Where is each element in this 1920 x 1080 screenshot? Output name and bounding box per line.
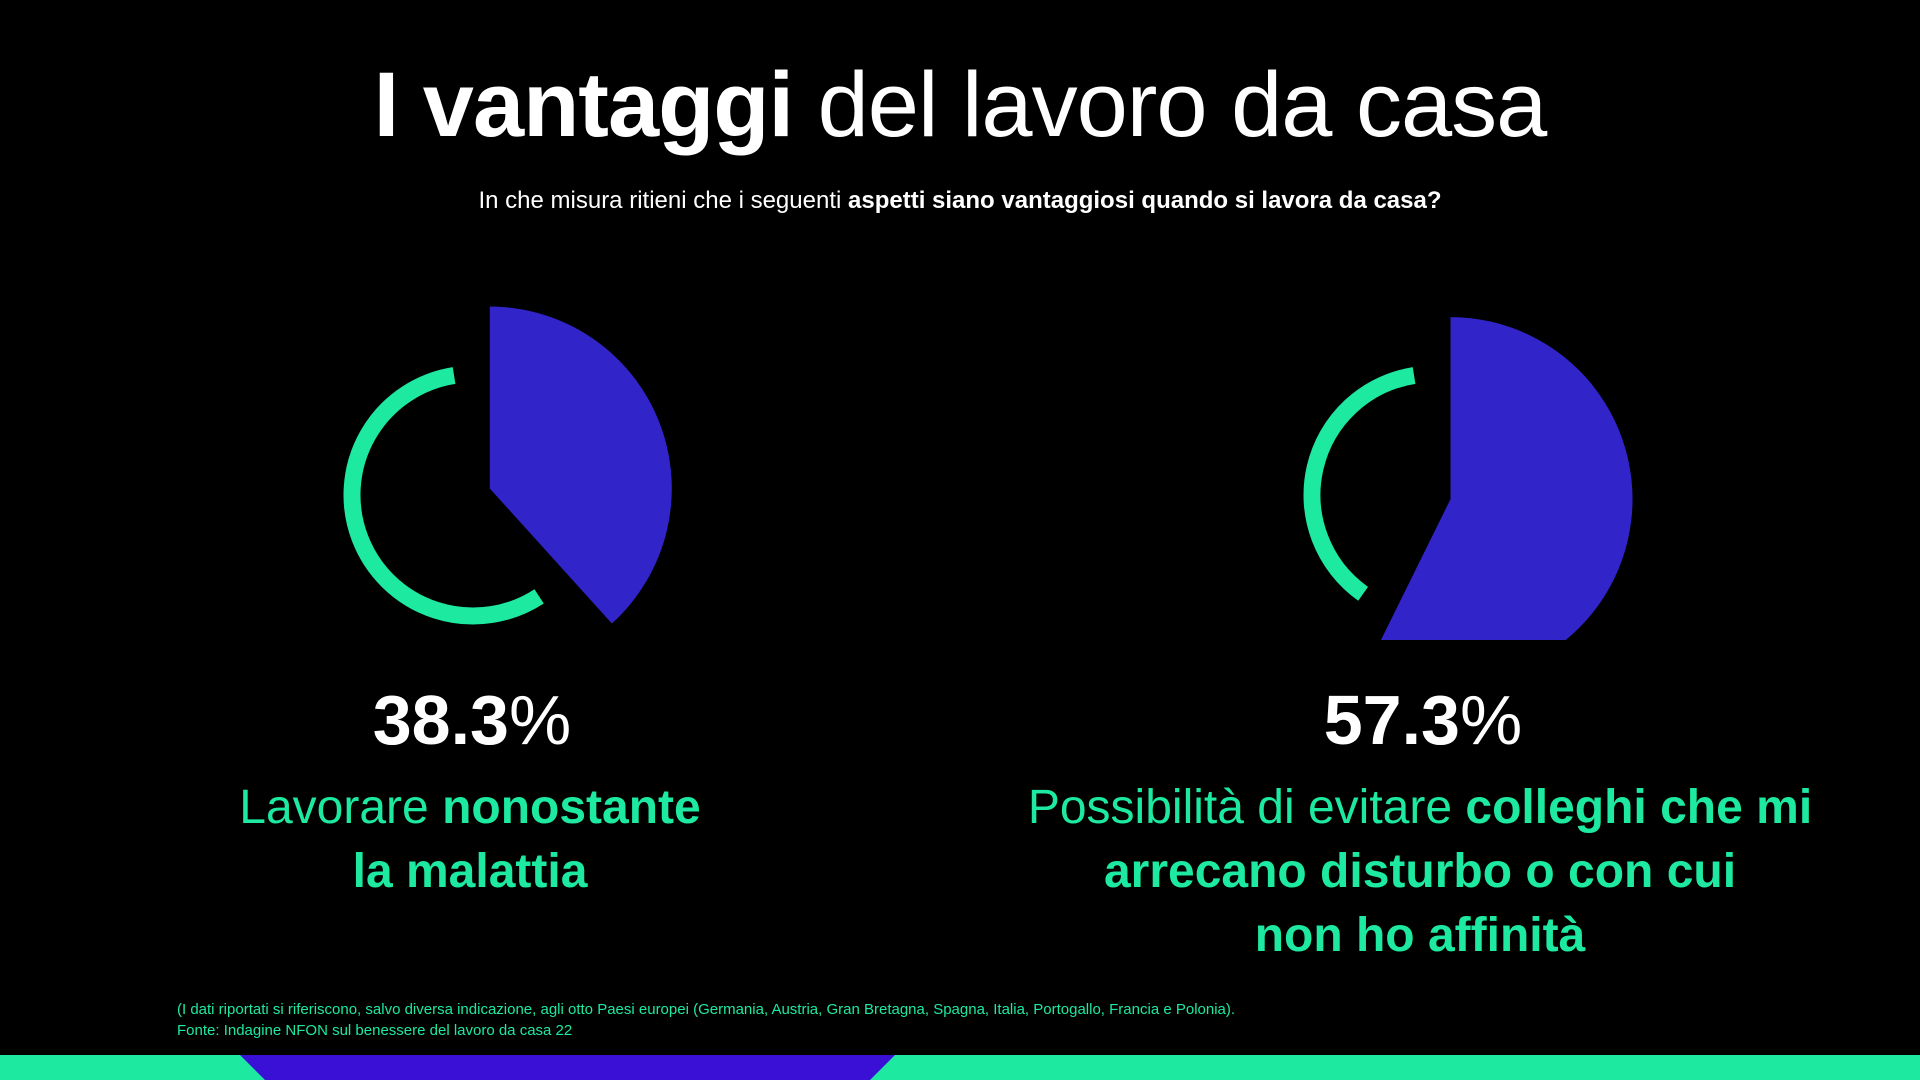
chart-2-percentage: 57.3% [1123, 680, 1723, 760]
chart-2-caption-bold-3: non ho affinità [1254, 909, 1586, 962]
page-subtitle: In che misura ritieni che i seguenti asp… [0, 186, 1920, 216]
chart-2-slice [1380, 317, 1633, 640]
chart-1-caption-bold-1: nonostante [442, 781, 701, 834]
chart-1-slice [489, 306, 672, 624]
chart-1-percentage: 38.3% [172, 680, 772, 760]
bottom-decor-bar [0, 1055, 1920, 1080]
subtitle-bold: aspetti siano vantaggiosi quando si lavo… [848, 187, 1442, 214]
chart-2-caption-light: Possibilità di evitare [1027, 781, 1453, 834]
chart-2-unit: % [1460, 681, 1523, 759]
chart-1-value: 38.3 [372, 681, 509, 759]
chart-1-caption-bold-2: la malattia [352, 845, 588, 898]
chart-2-caption-bold-1: colleghi che mi [1465, 781, 1813, 834]
page-title: I vantaggi del lavoro da casa [0, 50, 1920, 160]
footnote-line-2: Fonte: Indagine NFON sul benessere del l… [177, 1022, 573, 1039]
donut-chart-2 [1303, 317, 1633, 640]
donut-chart-1 [343, 306, 672, 625]
bottom-bar-purple [240, 1055, 895, 1080]
subtitle-regular: In che misura ritieni che i seguenti [478, 187, 842, 214]
footnote-line-1: (I dati riportati si riferiscono, salvo … [177, 1001, 1236, 1018]
chart-1-unit: % [509, 681, 572, 759]
chart-1-caption-light: Lavorare [239, 781, 429, 834]
chart-2-ring [1303, 367, 1416, 601]
chart-2-value: 57.3 [1323, 681, 1460, 759]
title-bold: I vantaggi [373, 54, 794, 156]
chart-1-ring [343, 367, 544, 625]
title-light: del lavoro da casa [817, 54, 1548, 156]
chart-1-caption: Lavorare nonostante la malattia [110, 776, 830, 904]
footnote: (I dati riportati si riferiscono, salvo … [177, 999, 1877, 1041]
chart-2-caption: Possibilità di evitare colleghi che mi a… [950, 776, 1890, 968]
chart-2-caption-bold-2: arrecano disturbo o con cui [1103, 845, 1737, 898]
